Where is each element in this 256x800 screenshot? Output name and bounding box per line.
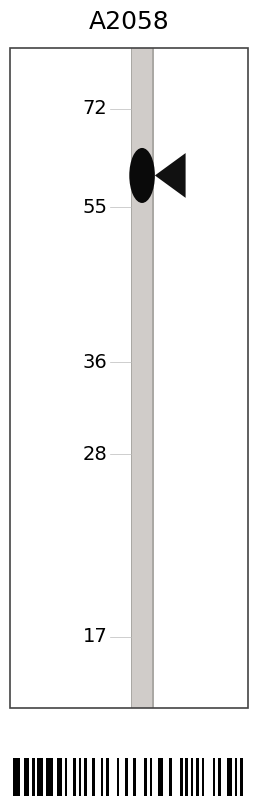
Text: 17: 17 [83, 627, 108, 646]
Text: 28: 28 [83, 445, 108, 464]
Bar [180, 758, 183, 796]
Bar [101, 758, 103, 796]
Bar [169, 758, 172, 796]
Bar [92, 758, 95, 796]
Bar [65, 758, 67, 796]
Bar [158, 758, 163, 796]
Text: 36: 36 [83, 353, 108, 372]
Bar [218, 758, 221, 796]
Polygon shape [155, 153, 186, 198]
Bar [131, 48, 132, 708]
Bar [79, 758, 81, 796]
Bar [73, 758, 76, 796]
Bar [131, 48, 154, 708]
Bar [13, 758, 20, 796]
Bar [227, 758, 232, 796]
Bar [37, 758, 42, 796]
Bar [106, 758, 109, 796]
Text: 72: 72 [83, 99, 108, 118]
Bar [57, 758, 62, 796]
Bar [235, 758, 237, 796]
Bar [32, 758, 35, 796]
Bar [213, 758, 215, 796]
Bar [10, 48, 248, 708]
Bar [150, 758, 152, 796]
Text: A2058: A2058 [89, 10, 170, 34]
Bar [84, 758, 87, 796]
Bar [125, 758, 128, 796]
Bar [117, 758, 120, 796]
Bar [191, 758, 194, 796]
Bar [144, 758, 147, 796]
Bar [185, 758, 188, 796]
Bar [133, 758, 136, 796]
Bar [240, 758, 243, 796]
Bar [202, 758, 205, 796]
Bar [24, 758, 29, 796]
Ellipse shape [129, 148, 155, 203]
Bar [196, 758, 199, 796]
Text: 55: 55 [82, 198, 108, 217]
Bar [152, 48, 154, 708]
Bar [46, 758, 53, 796]
